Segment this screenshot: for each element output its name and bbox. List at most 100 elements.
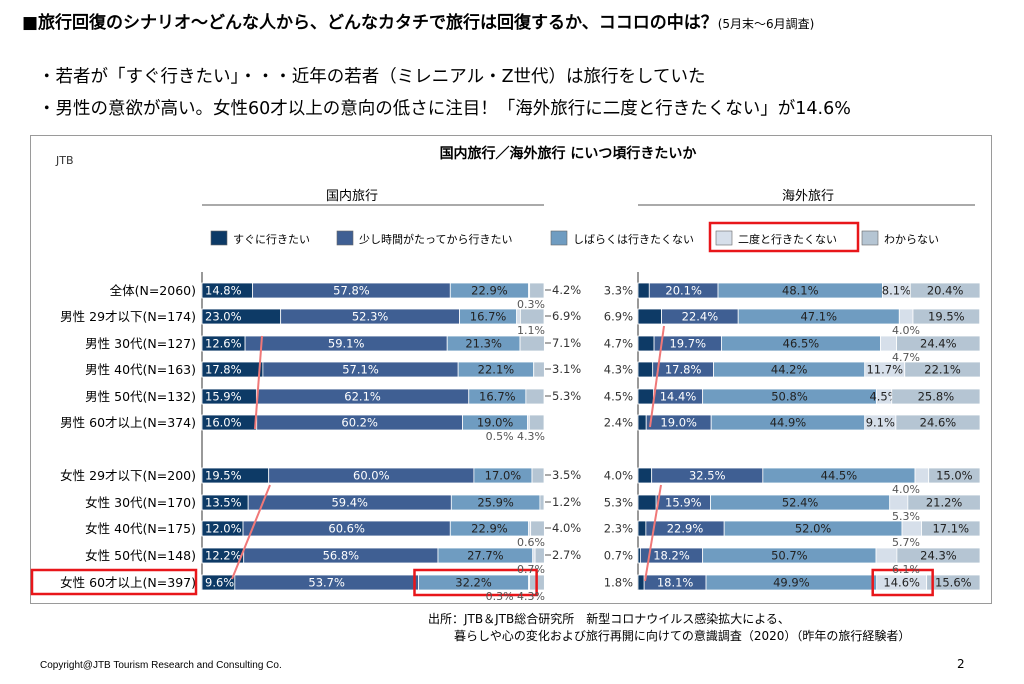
data-label: 22.4% [682, 310, 719, 324]
bar-segment [520, 308, 545, 325]
bar-segment [637, 361, 654, 378]
bar-segment [891, 388, 981, 405]
bar-segment [889, 494, 909, 511]
left-value-label: 4.0% [604, 469, 633, 483]
bar-segment [637, 335, 655, 352]
small-annotation: 5.7% [892, 536, 920, 549]
right-value-label: 4.0% [552, 521, 581, 535]
bullet-2: ・男性の意欲が高い。女性60才以上の意向の低さに注目！「海外旅行に二度と行きたく… [38, 99, 851, 119]
bar-segment [525, 388, 545, 405]
right-value-label: 3.5% [552, 468, 581, 482]
data-label: 52.0% [795, 522, 832, 536]
small-annotation: 5.3% [892, 510, 920, 523]
category-label: 女性 29才以下(N=200) [60, 468, 196, 483]
right-value-label: 6.9% [552, 309, 581, 323]
legend-label: しばらくは行きたくない [573, 233, 694, 246]
data-label: 22.9% [471, 522, 508, 536]
trend-line [231, 484, 271, 580]
data-label: 19.0% [477, 416, 514, 430]
panel-header: 国内旅行 [326, 188, 378, 204]
right-value-label: 1.2% [552, 495, 581, 509]
left-value-label: 5.3% [604, 496, 633, 510]
legend-swatch [715, 230, 733, 246]
data-label: 52.4% [782, 496, 819, 510]
title-note: (5月末〜6月調査) [717, 17, 815, 31]
small-annotation: 0.7% [517, 563, 545, 576]
category-label: 男性 40代(N=163) [85, 362, 196, 377]
bar-segment [637, 414, 647, 431]
small-annotation: 0.3% 4.3% [486, 590, 545, 603]
small-annotation: 0.3% [517, 298, 545, 311]
data-label: 15.9% [665, 496, 702, 510]
legend-label: すぐに行きたい [233, 233, 310, 246]
data-label: 56.8% [323, 549, 360, 563]
bar-segment [519, 335, 545, 352]
data-label: 24.4% [920, 337, 957, 351]
data-label: 13.5% [205, 496, 242, 510]
bar-segment [926, 574, 981, 591]
segment-highlight-box [413, 568, 538, 597]
bar-segment [637, 282, 650, 299]
data-label: 9.6% [205, 576, 234, 590]
data-label: 24.6% [920, 416, 957, 430]
data-label: 20.1% [665, 284, 702, 298]
category-label: 女性 40代(N=175) [85, 521, 196, 536]
bar-segment [637, 308, 663, 325]
source-note: 出所：JTB＆JTB総合研究所 新型コロナウイルス感染拡大による、 暮らしや心の… [428, 611, 910, 645]
data-label: 23.0% [205, 310, 242, 324]
data-label: 59.1% [328, 337, 365, 351]
legend-swatch [861, 230, 879, 246]
legend-highlight-box [708, 221, 860, 253]
small-annotation: 4.0% [892, 483, 920, 496]
bar-segment [896, 335, 981, 352]
chart-panel [30, 135, 992, 604]
segment-highlight-box [871, 568, 934, 597]
data-label: 17.0% [485, 469, 522, 483]
left-value-label: 3.3% [604, 284, 633, 298]
chart-title: 国内旅行／海外旅行 にいつ頃行きたいか [440, 145, 697, 162]
bar-segment [637, 467, 653, 484]
data-label: 18.2% [653, 549, 690, 563]
left-value-label: 4.3% [604, 363, 633, 377]
right-value-label: 2.7% [552, 548, 581, 562]
data-label: 25.9% [477, 496, 514, 510]
data-label: 60.0% [353, 469, 390, 483]
data-label: 47.1% [800, 310, 837, 324]
left-value-label: 4.5% [604, 390, 633, 404]
data-label: 44.5% [821, 469, 858, 483]
bar-segment [531, 467, 545, 484]
bar-segment [637, 388, 654, 405]
category-label: 女性 30代(N=170) [85, 495, 196, 510]
category-label: 男性 30代(N=127) [85, 336, 196, 351]
data-label: 44.9% [770, 416, 807, 430]
corner-label: JTB [55, 154, 74, 167]
small-annotation: 6.1% [892, 563, 920, 576]
category-label: 女性 50代(N=148) [85, 548, 196, 563]
small-annotation: 0.6% [517, 536, 545, 549]
data-label: 62.1% [344, 390, 381, 404]
data-label: 22.1% [924, 363, 961, 377]
data-label: 19.5% [928, 310, 965, 324]
category-label: 男性 50代(N=132) [85, 389, 196, 404]
data-label: 17.8% [205, 363, 242, 377]
bar-segment [901, 520, 922, 537]
small-annotation: 0.5% 4.3% [486, 430, 545, 443]
data-label: 14.4% [660, 390, 697, 404]
data-label: 12.6% [205, 337, 242, 351]
data-label: 57.8% [333, 284, 370, 298]
bar-segment [516, 308, 521, 325]
data-label: 49.9% [773, 576, 810, 590]
source-line-1: 出所：JTB＆JTB総合研究所 新型コロナウイルス感染拡大による、 [428, 612, 790, 626]
legend-label: 少し時間がたってから行きたい [359, 232, 512, 246]
trend-line [254, 335, 263, 430]
bar-segment [907, 494, 981, 511]
data-label: 17.8% [665, 363, 702, 377]
data-label: 16.7% [479, 390, 516, 404]
bar-segment [909, 282, 981, 299]
legend-label: 二度と行きたくない [738, 232, 837, 246]
data-label: 12.2% [205, 549, 242, 563]
bar-segment [530, 520, 545, 537]
category-label: 全体(N=2060) [110, 283, 196, 298]
bar-segment [637, 574, 645, 591]
